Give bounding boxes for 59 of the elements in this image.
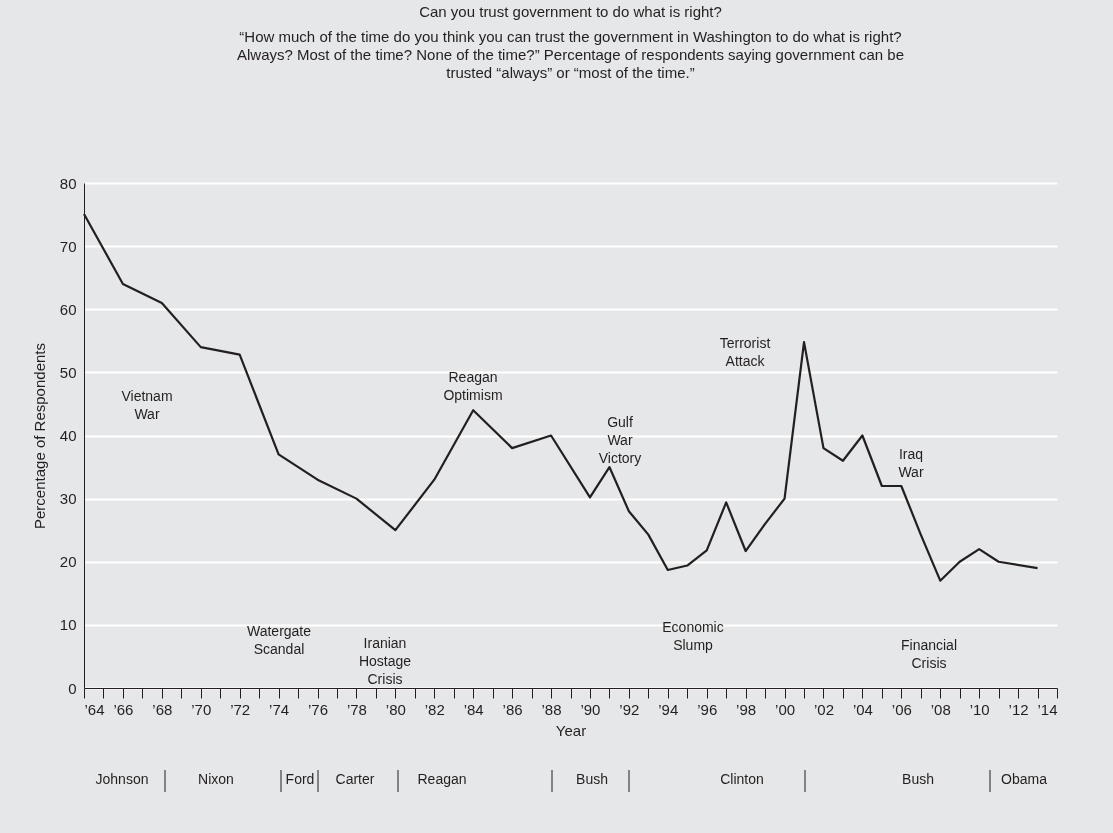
annotation: Iranian Hostage Crisis	[358, 635, 412, 687]
x-tick-label: ’70	[191, 700, 212, 718]
x-tick-label: ’72	[230, 700, 251, 718]
y-tick-label: 70	[59, 237, 77, 255]
x-tick-label: ’74	[269, 700, 290, 718]
y-tick-label: 60	[59, 300, 77, 318]
x-tick-label: ’98	[736, 700, 757, 718]
y-tick-label: 20	[59, 553, 77, 571]
annotation: Terrorist Attack	[719, 335, 771, 369]
y-tick-label: 10	[59, 616, 77, 634]
text: Bush	[576, 771, 608, 787]
x-tick-label: ’02	[813, 700, 834, 718]
x-tick-label: ’68	[152, 700, 173, 718]
x-tick-label: ’76	[308, 700, 329, 718]
x-tick-label: ’86	[502, 700, 523, 718]
text: trusted “always” or “most of the time.”	[446, 64, 695, 81]
y-tick-label: 80	[59, 174, 77, 192]
x-axis-title: Year	[555, 721, 587, 739]
text: Nixon	[198, 771, 234, 787]
text: Bush	[902, 771, 934, 787]
annotation: Reagan Optimism	[443, 369, 503, 403]
text: Carter	[335, 771, 375, 787]
x-tick-label: ’04	[852, 700, 873, 718]
x-tick-label: ’08	[930, 700, 951, 718]
x-tick-label: ’88	[541, 700, 562, 718]
x-tick-label: ’94	[658, 700, 679, 718]
x-tick-label: ’96	[697, 700, 718, 718]
y-tick-label: 40	[59, 427, 77, 444]
x-tick-label: ’00	[775, 700, 796, 718]
text: Obama	[1001, 771, 1048, 787]
x-tick-label: ’92	[619, 700, 640, 718]
annotation: Iraq War	[898, 446, 924, 480]
x-tick-label: ’64	[84, 700, 105, 718]
x-tick-label: ’12	[1008, 700, 1029, 718]
y-tick-label: 50	[59, 363, 77, 381]
x-tick-label: ’80	[385, 700, 406, 718]
y-axis-title: Percentage of Respondents	[30, 343, 48, 529]
annotation: Economic Slump	[662, 619, 724, 653]
text: Johnson	[95, 771, 149, 787]
annotation: Gulf War Victory	[598, 414, 642, 466]
annotation: Financial Crisis	[900, 637, 958, 671]
annotation: Watergate Scandal	[246, 623, 312, 657]
x-tick-label: ’90	[580, 700, 601, 718]
text: Always? Most of the time? None of the time?” Percentage of respondents saying government can be	[236, 46, 905, 63]
y-tick-label: 0	[68, 679, 77, 697]
x-tick-label: ’14	[1037, 700, 1058, 718]
annotation: Vietnam War	[121, 388, 173, 422]
text: Ford	[285, 771, 315, 787]
y-tick-label: 30	[59, 490, 77, 508]
x-tick-label: ’06	[891, 700, 912, 718]
x-tick-label: ’82	[424, 700, 445, 718]
x-tick-label: ’78	[346, 700, 367, 718]
text: Clinton	[720, 771, 764, 787]
text: Reagan	[417, 771, 467, 787]
x-tick-label: ’10	[969, 700, 990, 718]
x-tick-label: ’66	[113, 700, 134, 718]
x-tick-label: ’84	[463, 700, 484, 718]
chart-title: Can you trust government to do what is right?	[419, 3, 722, 20]
text: “How much of the time do you think you can trust the government in Washington to do what is right?	[239, 28, 902, 45]
